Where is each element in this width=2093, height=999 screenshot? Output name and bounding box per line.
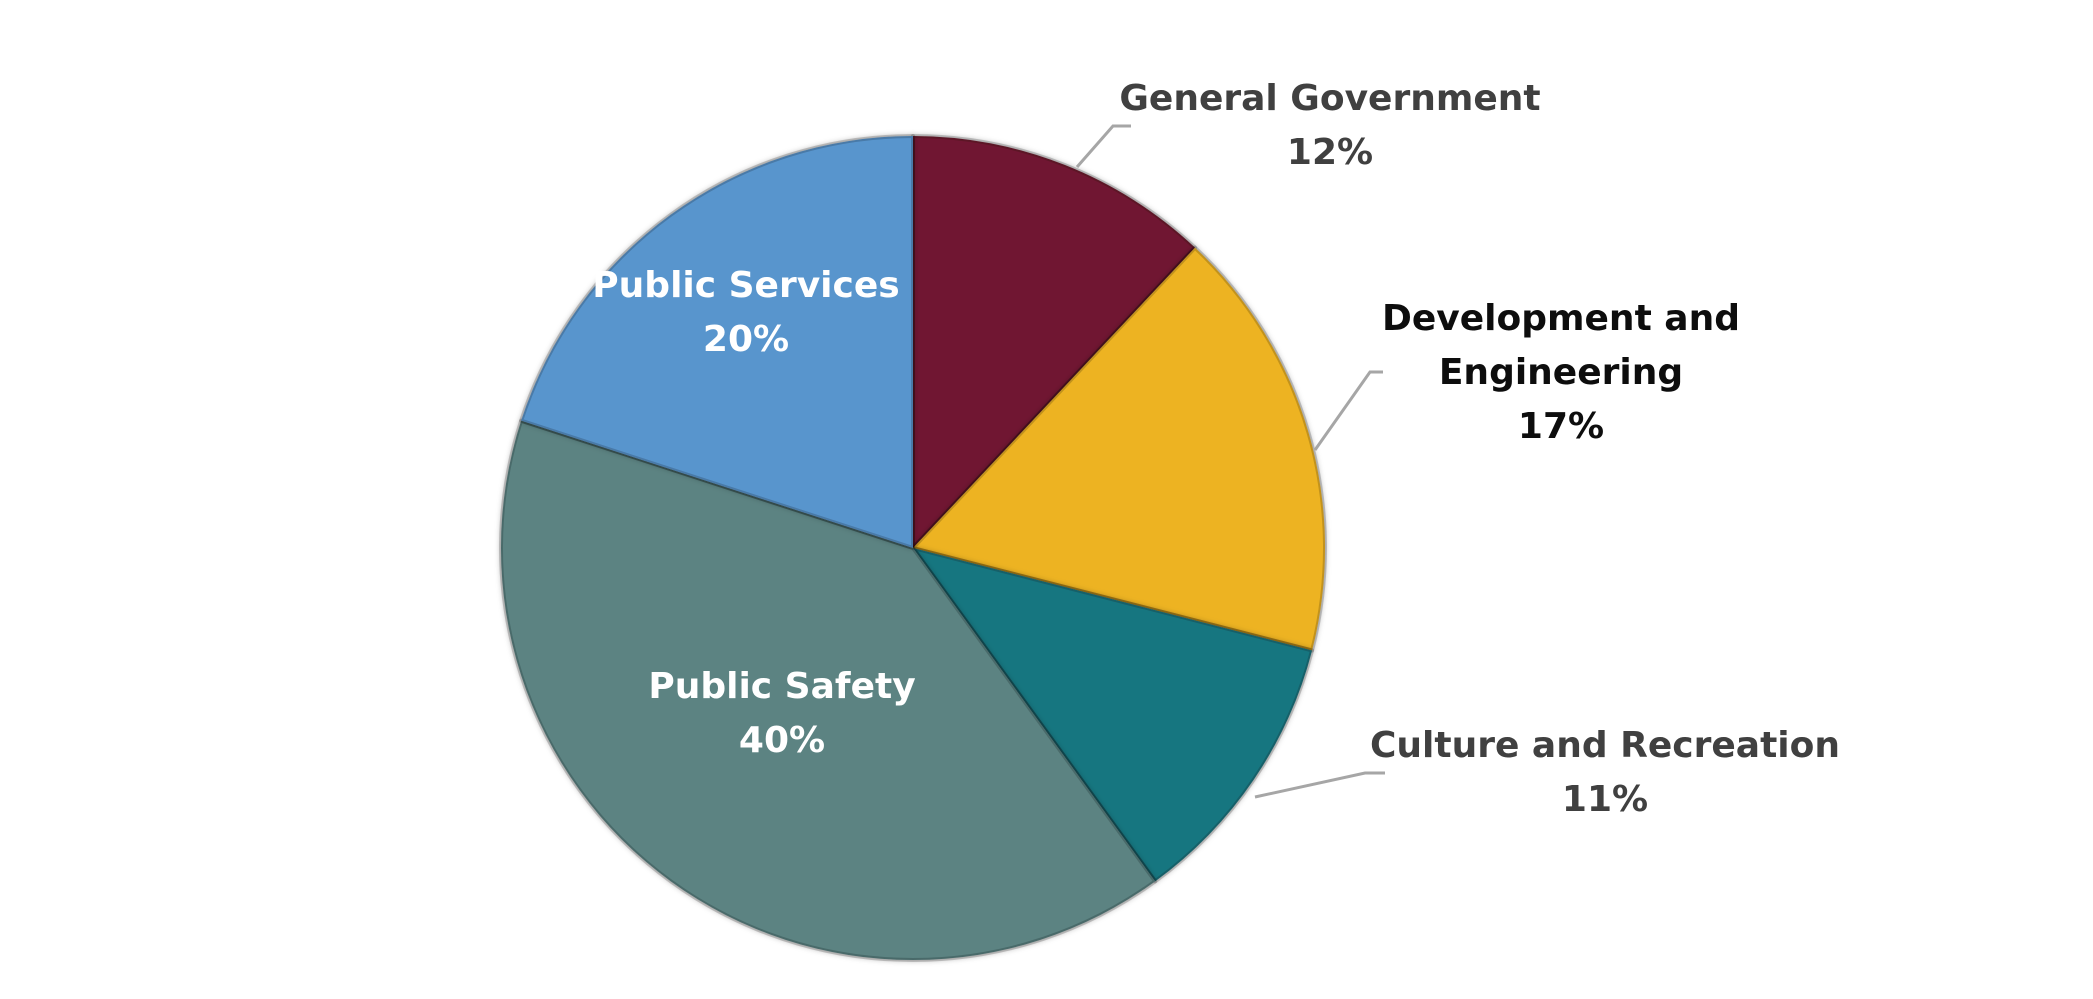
leader-lines-layer xyxy=(1075,124,1385,799)
data-label-value: 40% xyxy=(739,720,825,761)
data-label-public-services: Public Services 20% xyxy=(592,265,899,360)
data-label-public-safety: Public Safety 40% xyxy=(648,666,915,761)
data-label-culture-and-recreation: Culture and Recreation 11% xyxy=(1370,725,1840,820)
data-label-value: 17% xyxy=(1518,406,1604,447)
data-labels-layer: General Government 12% Development and Engi… xyxy=(592,78,1840,820)
data-label-category: Development and xyxy=(1382,298,1740,339)
leader-line-culture-and-recreation xyxy=(1254,771,1385,799)
data-label-category: Culture and Recreation xyxy=(1370,725,1840,766)
data-label-category: Engineering xyxy=(1439,352,1683,393)
pie-slice-development-and-engineering xyxy=(911,245,1327,653)
data-label-category: General Government xyxy=(1119,78,1540,119)
pie-slice-public-services xyxy=(519,134,915,550)
pie-slice-culture-and-recreation xyxy=(911,546,1315,884)
slices-layer xyxy=(499,134,1327,962)
pie-slice-public-safety xyxy=(499,418,1158,962)
data-label-category: Public Safety xyxy=(648,666,915,707)
leader-line-general-government xyxy=(1075,124,1131,168)
leader-line-development-and-engineering xyxy=(1313,370,1383,451)
data-label-value: 20% xyxy=(703,319,789,360)
data-label-general-government: General Government 12% xyxy=(1119,78,1540,173)
data-label-value: 11% xyxy=(1562,779,1648,820)
data-label-category: Public Services xyxy=(592,265,899,306)
data-label-development-and-engineering: Development and Engineering 17% xyxy=(1382,298,1740,447)
data-label-value: 12% xyxy=(1287,132,1373,173)
pie-slice-general-government xyxy=(911,134,1198,550)
